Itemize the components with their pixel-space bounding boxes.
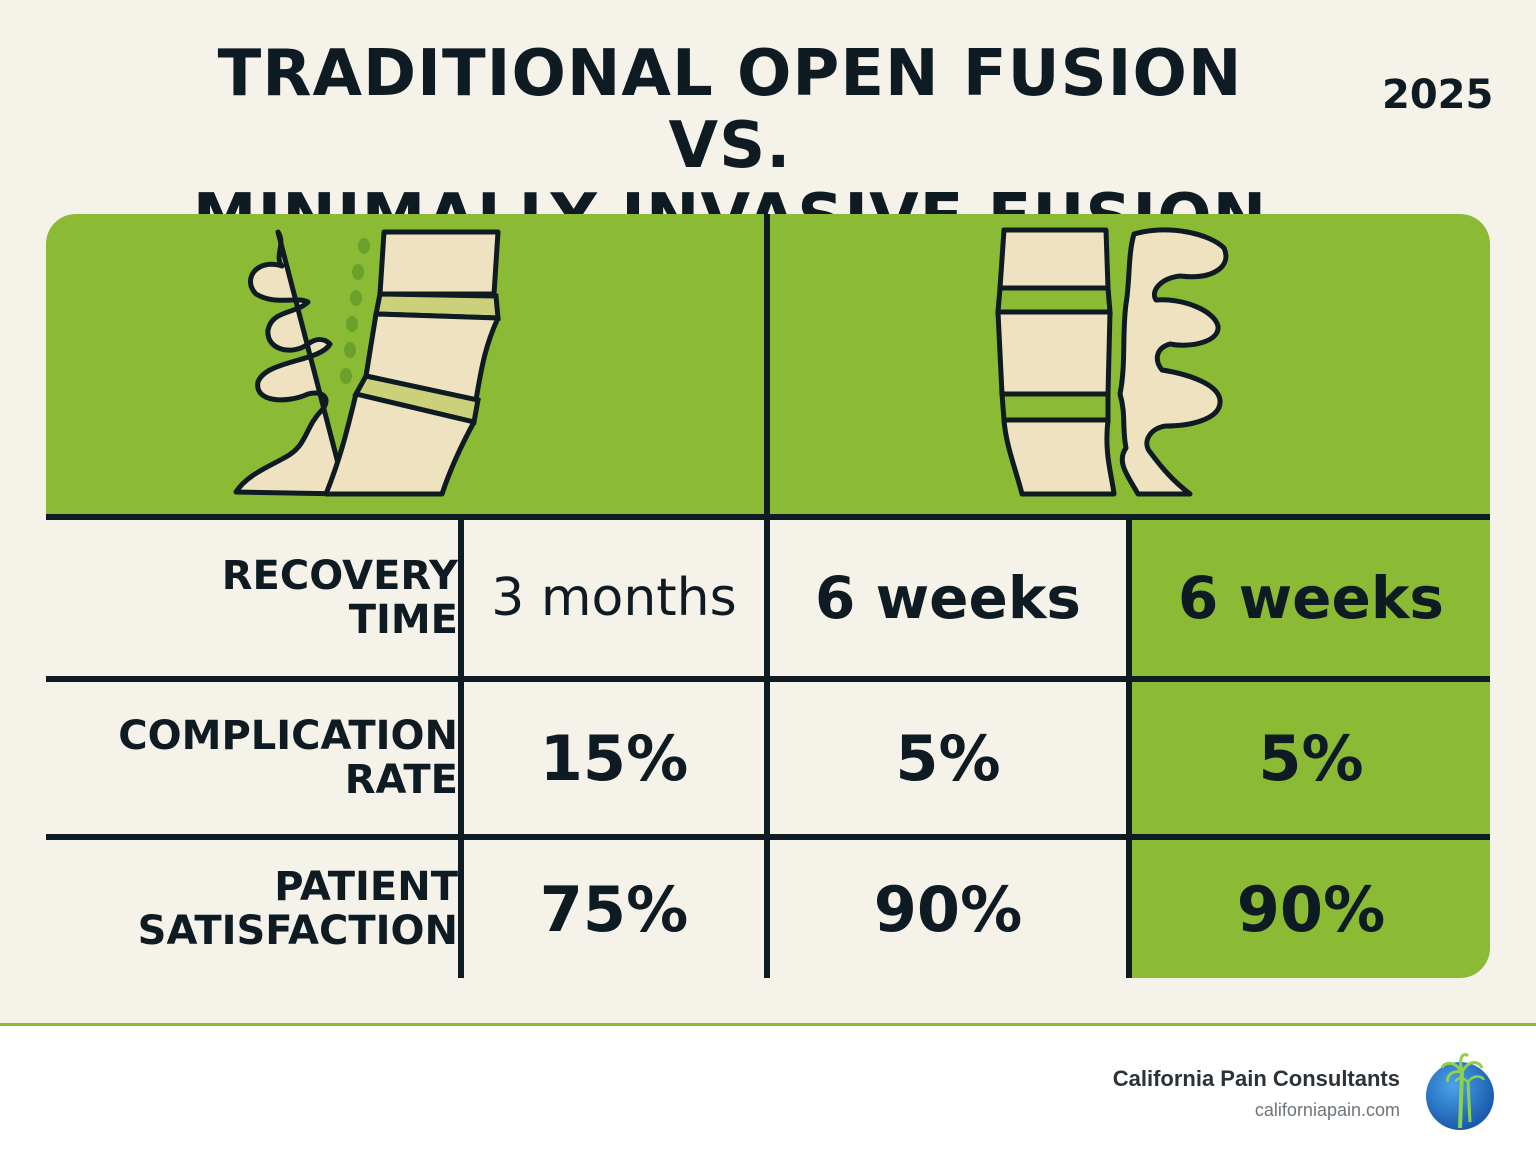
row-label-line: PATIENT (274, 864, 458, 910)
row-label-line: RECOVERY (221, 553, 458, 599)
row-label-recovery-time: RECOVERY TIME (46, 520, 458, 676)
row-label-line: SATISFACTION (137, 908, 458, 954)
header-bottom-line (46, 514, 1490, 520)
comparison-panel: RECOVERY TIME 3 months 6 weeks 6 weeks C… (46, 214, 1490, 978)
footer (0, 1026, 1536, 1154)
row-label-complication-rate: COMPLICATION RATE (46, 682, 458, 834)
row-label-patient-satisfaction: PATIENT SATISFACTION (46, 840, 458, 978)
year-label: 2025 (1382, 72, 1494, 118)
header-divider (764, 214, 770, 518)
column-divider (1126, 520, 1132, 978)
palm-tree-globe-icon (1424, 1052, 1496, 1136)
spine-minimally-invasive-icon (995, 227, 1229, 497)
brand-block: California Pain Consultants californiapa… (1113, 1066, 1400, 1121)
column-divider (458, 520, 464, 978)
cell-satisfaction-mis: 90% (873, 872, 1023, 946)
cell-satisfaction-mis-highlight: 90% (1132, 840, 1490, 978)
cell-recovery-open: 3 months (491, 568, 737, 628)
open-fusion-illustration-area (46, 214, 766, 518)
column-divider (764, 520, 770, 978)
cell-recovery-mis: 6 weeks (815, 564, 1081, 632)
cell-satisfaction-open: 75% (539, 872, 689, 946)
company-url: californiapain.com (1254, 1100, 1400, 1120)
cell-complication-mis-highlight: 5% (1132, 682, 1490, 834)
row-label-line: COMPLICATION (118, 713, 458, 759)
cell-complication-mis: 5% (895, 721, 1001, 795)
minimally-invasive-illustration-area (770, 214, 1490, 518)
row-label-line: TIME (348, 597, 458, 643)
title-line-1: TRADITIONAL OPEN FUSION VS. (217, 37, 1243, 183)
row-label-line: RATE (344, 757, 458, 803)
company-name: California Pain Consultants (1112, 1066, 1400, 1091)
footer-divider (0, 1023, 1536, 1026)
cell-complication-open: 15% (539, 721, 689, 795)
spine-open-fusion-icon (233, 229, 501, 497)
cell-recovery-mis-highlight: 6 weeks (1132, 520, 1490, 676)
